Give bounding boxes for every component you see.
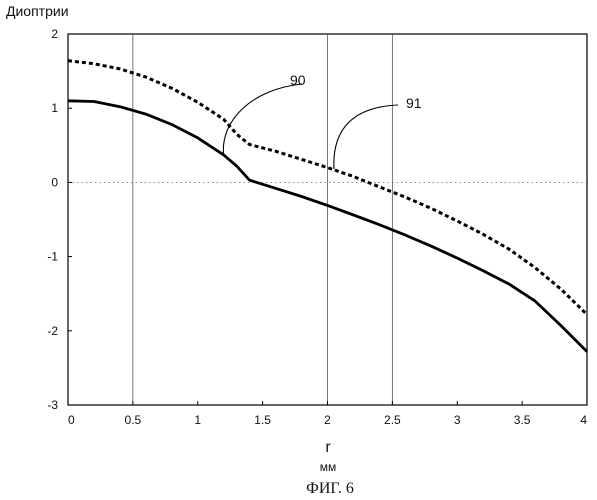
annotation-leader-91 <box>334 105 398 169</box>
annotation-label-90: 90 <box>290 72 306 88</box>
figure-caption: ФИГ. 6 <box>306 480 354 497</box>
annotation-leader-90 <box>223 84 302 156</box>
x-tick-label: 4 <box>580 413 587 427</box>
y-tick-label: 0 <box>51 175 58 189</box>
y-tick-label: -3 <box>47 398 58 412</box>
y-tick-label: -1 <box>47 250 58 264</box>
x-tick-label: 3.5 <box>514 413 531 427</box>
y-tick-label: 1 <box>51 101 58 115</box>
y-tick-label: -2 <box>47 324 58 338</box>
x-tick-label: 1 <box>194 413 201 427</box>
y-tick-label: 2 <box>51 27 58 41</box>
x-tick-label: 0 <box>68 413 75 427</box>
annotation-label-91: 91 <box>406 95 422 111</box>
x-tick-label: 0.5 <box>125 413 142 427</box>
x-tick-label: 1.5 <box>254 413 271 427</box>
plot-area: 0 0.5 1 1.5 2 2.5 3 3.5 4 2 1 0 -1 -2 -3 90 91 <box>47 27 587 427</box>
y-axis-label: Диоптрии <box>6 3 69 19</box>
x-tick-label: 2 <box>324 413 331 427</box>
x-tick-label: 3 <box>454 413 461 427</box>
x-axis-unit: мм <box>320 460 337 474</box>
x-tick-label: 2.5 <box>384 413 401 427</box>
x-axis-label: r <box>325 439 331 456</box>
